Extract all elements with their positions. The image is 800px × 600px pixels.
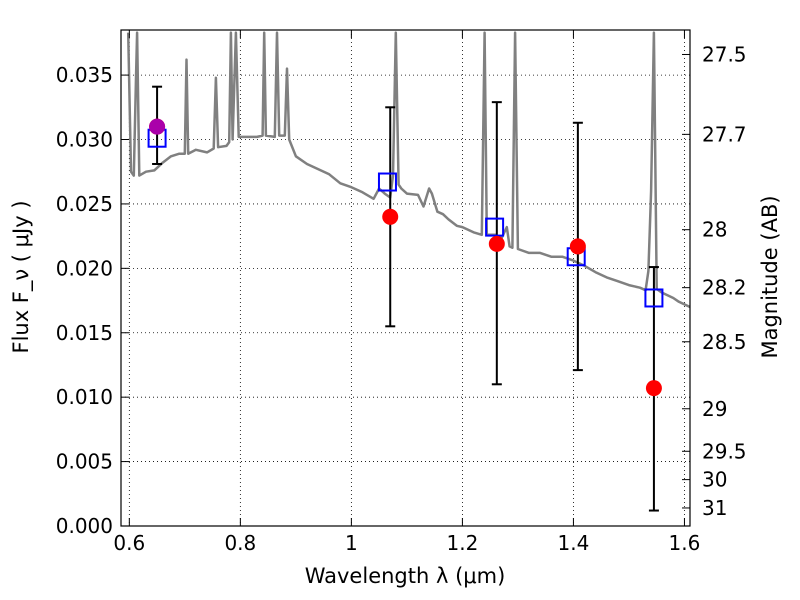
- x-tick-label: 1: [345, 531, 358, 555]
- x-tick-label: 1.2: [446, 531, 478, 555]
- y2-tick-label: 31: [702, 496, 727, 520]
- x-tick-label: 1.4: [558, 531, 590, 555]
- y2-tick-label: 28.2: [702, 276, 747, 300]
- y-tick-label: 0.030: [56, 128, 113, 152]
- y-axis-label: Flux F_ν ( μJy ): [9, 200, 34, 353]
- y-tick-label: 0.035: [56, 63, 113, 87]
- y2-tick-label: 28: [702, 218, 727, 242]
- x-axis-label: Wavelength λ (μm): [305, 564, 506, 588]
- grid-lines: [121, 30, 690, 527]
- axis-labels: Wavelength λ (μm) Flux F_ν ( μJy ) Magni…: [9, 195, 782, 588]
- x-tick-label: 1.6: [669, 531, 701, 555]
- x-tick-label: 0.8: [224, 531, 256, 555]
- observed-point: [645, 380, 662, 397]
- y2-axis-label: Magnitude (AB): [758, 195, 782, 358]
- y-tick-label: 0.015: [56, 321, 113, 345]
- observed-point: [569, 238, 586, 255]
- y2-tick-label: 28.5: [702, 330, 747, 354]
- y2-tick-label: 27.7: [702, 122, 747, 146]
- y2-tick-label: 27.5: [702, 42, 747, 66]
- y-tick-label: 0.010: [56, 385, 113, 409]
- y-tick-label: 0.000: [56, 514, 113, 538]
- x-tick-label: 0.6: [113, 531, 145, 555]
- y2-tick-label: 30: [702, 468, 727, 492]
- y-tick-label: 0.020: [56, 256, 113, 280]
- plot-series: [126, 31, 690, 512]
- y2-tick-label: 29: [702, 397, 727, 421]
- model-point: [377, 172, 397, 192]
- model-point: [485, 217, 505, 237]
- axes: 0.6 0.8 1 1.2 1.4 1.6 0.000 0.005 0.010 0.015 0.02…: [56, 29, 747, 555]
- model-point: [644, 288, 664, 308]
- observed-point: [488, 235, 505, 252]
- highlight-point: [149, 118, 166, 135]
- y-tick-label: 0.025: [56, 192, 113, 216]
- plot-frame: [120, 29, 691, 527]
- spectrum-line: [126, 31, 690, 309]
- observed-point: [382, 208, 399, 225]
- y-tick-label: 0.005: [56, 450, 113, 474]
- y2-tick-label: 29.5: [702, 439, 747, 463]
